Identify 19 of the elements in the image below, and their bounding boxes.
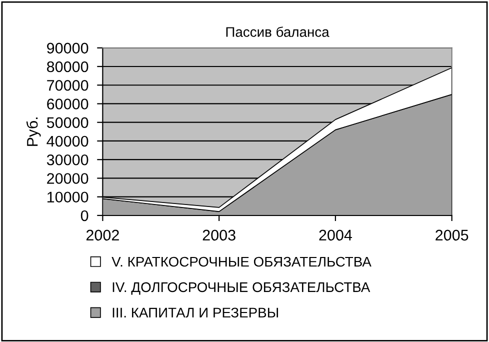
chart-title: Пассив баланса	[226, 26, 330, 37]
y-tick-label: 90000	[47, 42, 88, 54]
legend-label: III. КАПИТАЛ И РЕЗЕРВЫ	[112, 308, 278, 318]
y-tick-label: 0	[80, 210, 88, 222]
y-tick-label: 80000	[46, 61, 88, 72]
y-tick-label: 70000	[47, 80, 88, 91]
y-tick-label: 10000	[47, 192, 88, 203]
y-tick-label: 50000	[46, 117, 88, 128]
x-tick-label: 2003	[202, 230, 236, 241]
x-tick-label: 2004	[319, 230, 352, 241]
x-tick-label: 2002	[86, 230, 119, 241]
y-tick-label: 40000	[46, 136, 88, 147]
legend-label: V. КРАТКОСРОЧНЫЕ ОБЯЗАТЕЛЬСТВА	[112, 256, 372, 267]
y-axis-title: Руб.	[26, 118, 41, 146]
y-tick-label: 20000	[47, 173, 88, 184]
legend-label: IV. ДОЛГОСРОЧНЫЕ ОБЯЗАТЕЛЬСТВА	[112, 282, 370, 295]
y-tick-label: 60000	[47, 98, 88, 110]
y-tick-label: 30000	[46, 154, 88, 166]
x-tick-label: 2005	[436, 230, 468, 241]
